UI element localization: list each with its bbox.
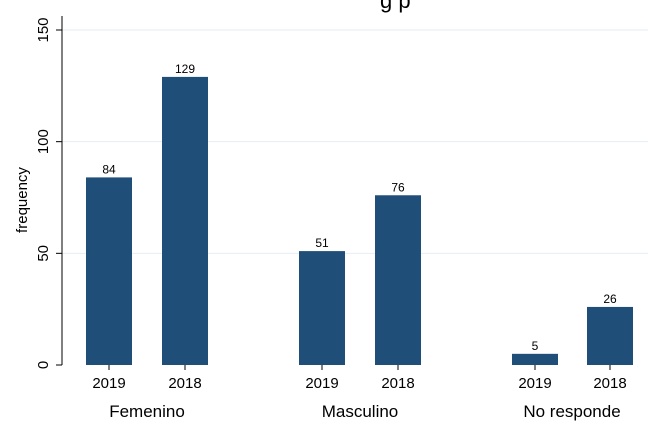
bar xyxy=(162,76,208,366)
bar xyxy=(512,353,558,365)
gridlines xyxy=(62,29,648,254)
group-label: No responde xyxy=(523,402,620,421)
bar xyxy=(299,251,345,365)
x-tick-label: 2019 xyxy=(305,375,338,392)
bar-value-label: 76 xyxy=(391,180,405,194)
bar-value-label: 51 xyxy=(315,236,329,250)
x-tick-label: 2018 xyxy=(168,375,201,392)
bar xyxy=(86,177,132,365)
x-tick-label: 2018 xyxy=(381,375,414,392)
chart-title-partial: g p xyxy=(380,0,411,13)
y-tick-label: 150 xyxy=(35,17,52,42)
bar-value-label: 84 xyxy=(102,162,116,176)
group-label: Masculino xyxy=(322,402,399,421)
x-tick-label: 2019 xyxy=(518,375,551,392)
y-axis: 0 50 100 150 xyxy=(35,16,63,369)
bar-value-label: 5 xyxy=(532,339,539,353)
y-tick-label: 0 xyxy=(35,361,52,369)
bar xyxy=(375,195,421,365)
group-label: Femenino xyxy=(109,402,185,421)
bar-value-label: 26 xyxy=(603,292,617,306)
bars: 84 129 51 76 5 26 xyxy=(86,62,633,366)
y-axis-title: frequency xyxy=(14,167,31,233)
bar xyxy=(587,306,633,365)
bar-value-label: 129 xyxy=(175,62,195,76)
y-tick-label: 100 xyxy=(35,129,52,154)
x-axis: 2019 2018 Femenino 2019 2018 Masculino 2019 201… xyxy=(92,365,627,421)
x-tick-label: 2019 xyxy=(92,375,125,392)
y-tick-label: 50 xyxy=(35,245,52,262)
x-tick-label: 2018 xyxy=(593,375,626,392)
